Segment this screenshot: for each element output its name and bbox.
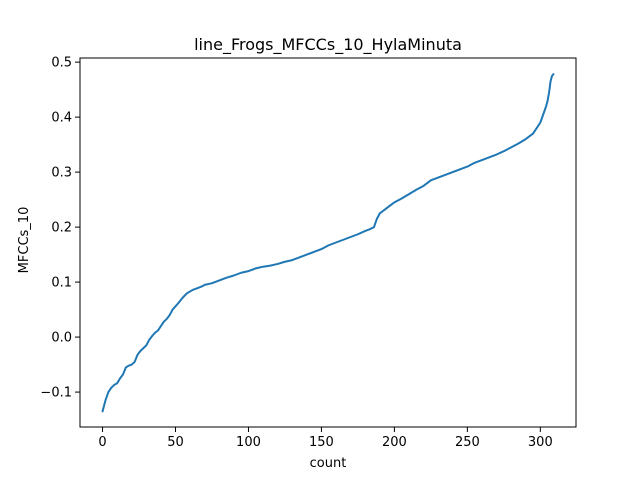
y-tick-label: 0.2 bbox=[51, 221, 72, 236]
x-tick-label: 100 bbox=[236, 435, 261, 450]
x-tick-label: 50 bbox=[167, 435, 184, 450]
y-tick-label: 0.0 bbox=[51, 331, 72, 346]
plot-area: 0 50 100 150 200 250 300 −0.1 0.0 0.1 0.2 0.3 0.4 0.5 bbox=[40, 56, 577, 450]
y-tick-label: 0.1 bbox=[51, 276, 72, 291]
x-tick-label: 150 bbox=[309, 435, 334, 450]
y-tick-label: 0.3 bbox=[51, 166, 72, 181]
x-tick-label: 300 bbox=[528, 435, 553, 450]
y-axis-label: MFCCs_10 bbox=[17, 207, 32, 274]
x-tick-label: 200 bbox=[382, 435, 407, 450]
y-tick-label: −0.1 bbox=[40, 386, 72, 401]
x-axis-label: count bbox=[310, 456, 347, 471]
y-tick-label: 0.4 bbox=[51, 111, 72, 126]
series-line-0 bbox=[101, 73, 555, 413]
y-tick-label: 0.5 bbox=[51, 56, 72, 71]
chart-title: line_Frogs_MFCCs_10_HylaMinuta bbox=[194, 35, 462, 55]
x-tick-label: 0 bbox=[98, 435, 106, 450]
x-tick-label: 250 bbox=[455, 435, 480, 450]
axes-frame bbox=[79, 57, 577, 428]
